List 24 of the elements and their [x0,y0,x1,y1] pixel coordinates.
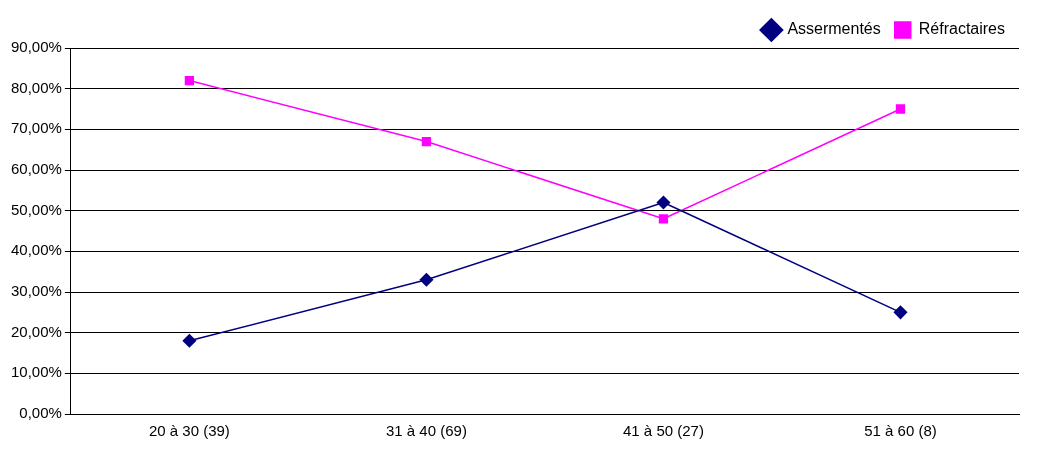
point [893,305,908,320]
point [182,334,197,348]
y-tick-label: 90,00% [11,38,62,56]
point [895,104,906,114]
legend-label: Réfractaires [918,20,1005,38]
y-tick-label: 80,00% [11,78,62,96]
x-tick-label: 31 à 40 (69) [385,422,467,440]
x-tick-label: 20 à 30 (39) [148,422,230,440]
y-tick-label: 40,00% [11,241,62,259]
point [421,136,432,147]
point [419,273,434,287]
y-tick-label: 70,00% [11,119,62,137]
point [656,195,671,210]
y-tick-label: 60,00% [11,160,62,178]
y-tick-label: 0,00% [19,404,62,422]
x-tick-label: 51 à 60 (8) [864,422,937,440]
point [184,75,195,86]
y-tick-label: 20,00% [11,322,62,340]
y-tick-label: 50,00% [11,200,62,218]
y-tick-label: 30,00% [11,282,62,300]
y-tick-label: 10,00% [11,363,62,381]
x-tick-label: 41 à 50 (27) [623,422,704,440]
legend-label: Assermentés [787,20,881,38]
point [658,214,669,224]
